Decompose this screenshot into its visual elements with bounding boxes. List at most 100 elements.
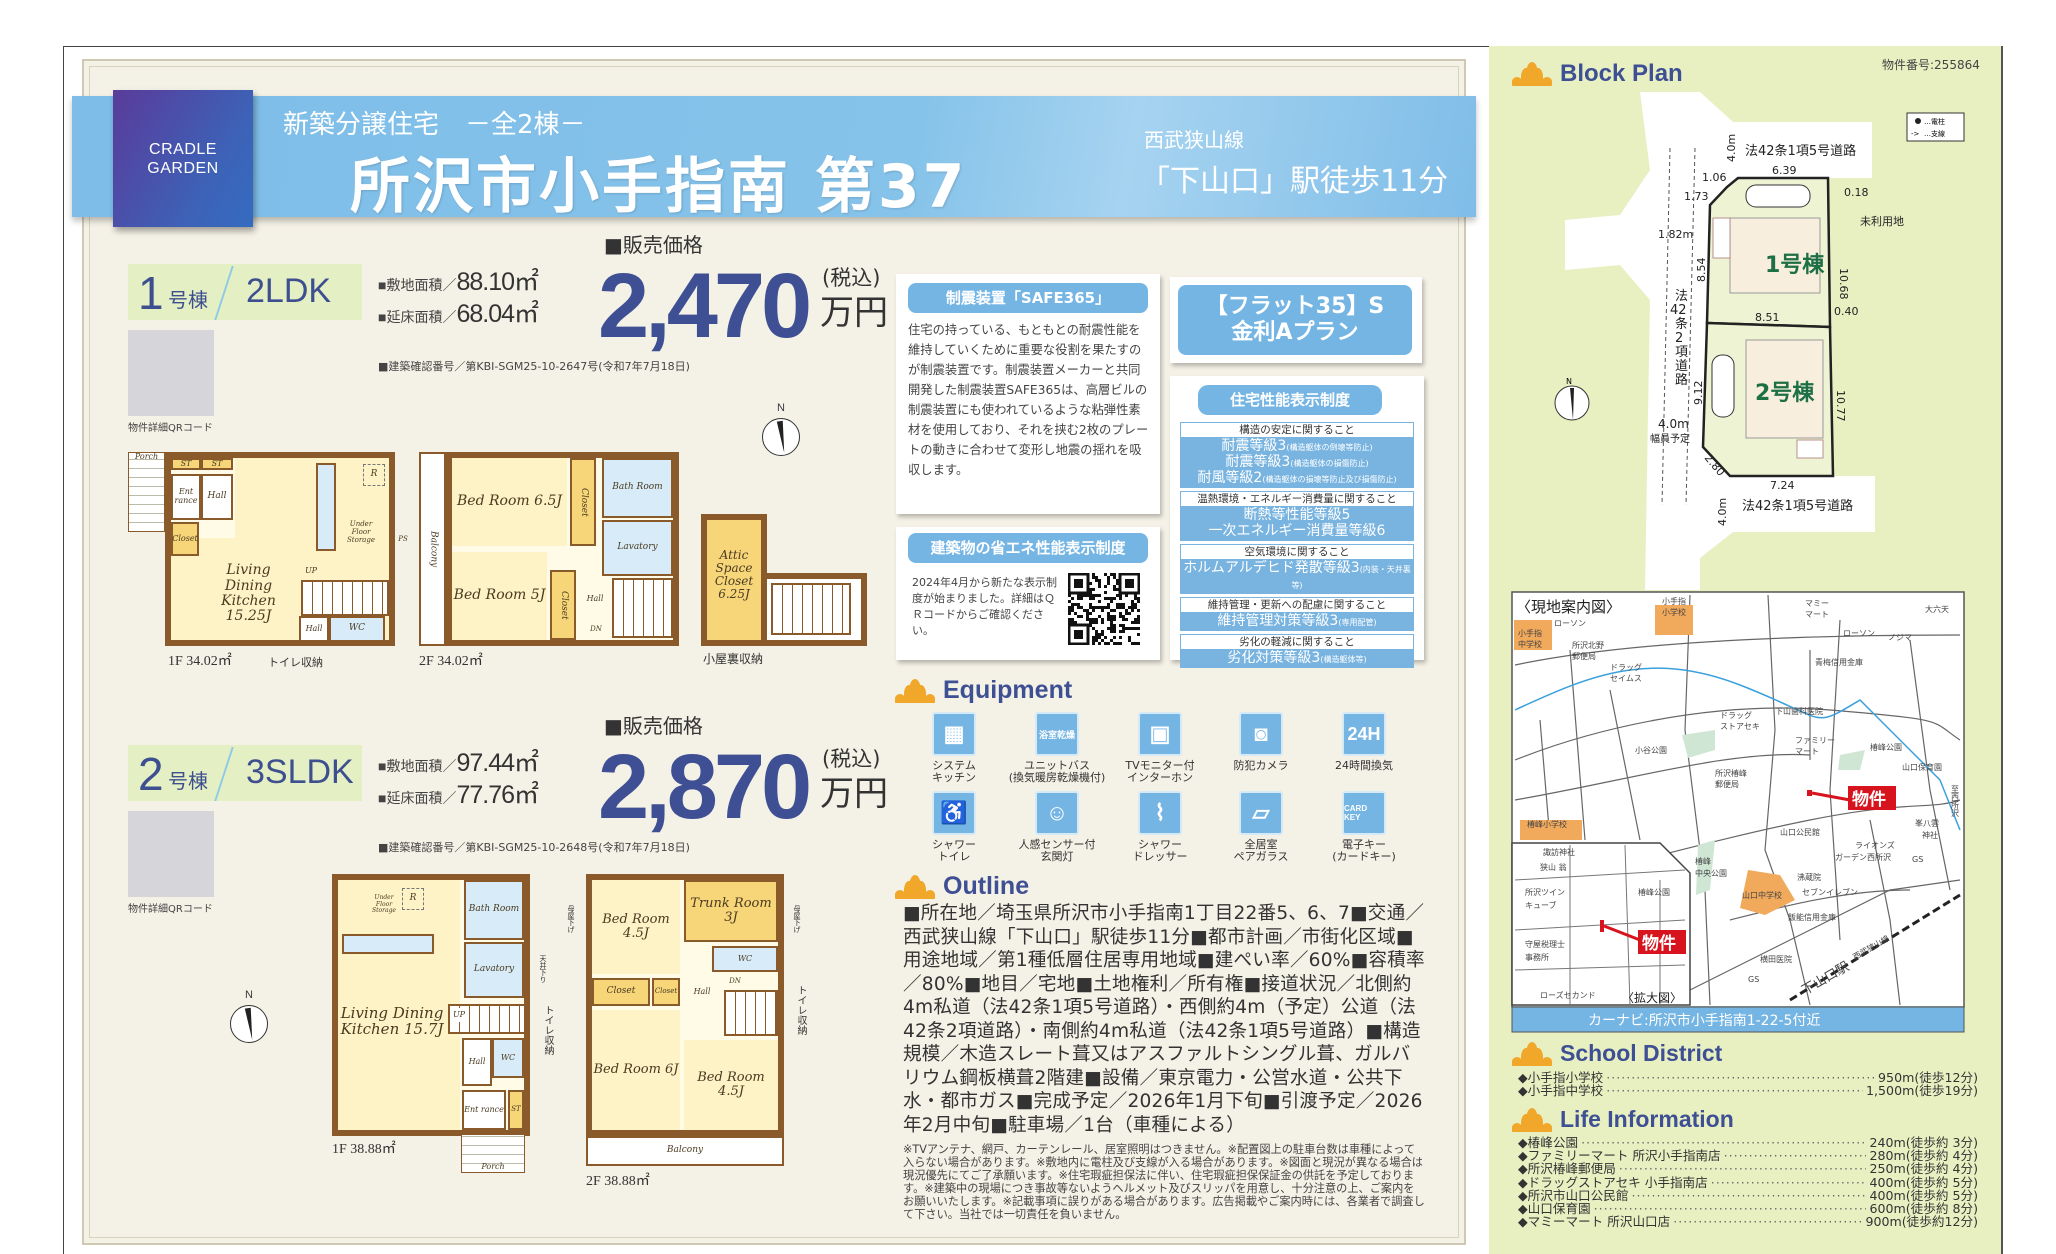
room-bed-3: Bed Room 4.5J (684, 1040, 778, 1130)
qr-code-label: 物件詳細QRコード (128, 904, 213, 915)
outline-notes: ※TVアンテナ、網戸、カーテンレール、居室照明はつきません。※配置図上の駐車台数… (903, 1143, 1425, 1222)
park-marker (1838, 750, 1865, 770)
road-centerline-2 (1685, 147, 1696, 506)
icon-text: 浴室乾燥 (1038, 729, 1075, 740)
equipment-label-line1: 人感センサー付 (1018, 838, 1096, 851)
unit-1-label: 1 号棟 2LDK (128, 264, 362, 320)
train-line: 西武狭山線 (1144, 128, 1244, 152)
room-closet: Closet (171, 522, 199, 556)
perf-note: (構造躯体の倒壊等防止) (1286, 443, 1373, 452)
cradle-garden-logo: CRADLE GARDEN (113, 90, 253, 227)
map-label: GS (1912, 855, 1923, 864)
map-label: マミー (1805, 599, 1829, 608)
equipment-label: TVモニター付 インターホン (1110, 760, 1210, 784)
map-road (1829, 619, 1841, 941)
unit1-2f-label: 2F 34.02㎡ (419, 654, 483, 669)
leader-dots (1606, 1071, 1875, 1084)
qr-code-label: 物件詳細QRコード (128, 423, 213, 434)
map-label: キューブ (1525, 900, 1557, 910)
toilet-storage-label: トイレ収納 (268, 657, 323, 669)
stairs-2f (612, 578, 673, 638)
equipment-label-line2: (換気暖房乾燥機付) (1008, 771, 1106, 784)
flat35-badge: 【フラット35】S 金利Aプラン (1178, 285, 1412, 355)
map-label: ファミリー (1795, 736, 1835, 745)
performance-table: 構造の安定に関すること 耐震等級3(構造躯体の倒壊等防止) 耐震等級3(構造躯体の損… (1180, 422, 1414, 671)
map-label: 横田医院 (1760, 954, 1792, 964)
west-road-char: 条 (1675, 316, 1688, 332)
car-icon (1745, 184, 1811, 208)
map-label: 椿峰小学校 (1527, 819, 1567, 829)
map-label: 小学校 (1662, 607, 1686, 617)
perf-item: 断熱等性能等級5 (1180, 508, 1414, 524)
property-qr-code[interactable] (128, 811, 214, 897)
map-road (1569, 649, 1586, 841)
property-qr-code[interactable] (128, 330, 214, 416)
map-label: 事務所 (1525, 952, 1549, 962)
equipment-label-line1: 電子キー (1342, 838, 1386, 851)
intercom-icon: ▣ (1138, 712, 1182, 756)
perf-grade: 断熱等性能等級5 (1243, 507, 1351, 523)
floor-area-row: ■延床面積／77.76㎡ (378, 781, 539, 809)
lotus-icon (1512, 62, 1552, 86)
room-hall: Hall (201, 474, 233, 520)
dim-west-width: 4.0m (1658, 417, 1689, 431)
leader-dots (1619, 1162, 1867, 1175)
price-unit: 万円 (820, 293, 888, 333)
toilet-icon: ♿ (932, 791, 976, 835)
flat35-line1: 【フラット35】S (1205, 294, 1385, 319)
room-ldk (338, 880, 460, 1130)
energy-qr-code[interactable] (1068, 573, 1140, 645)
room-wc: WC (329, 616, 385, 642)
list-item: ◆所沢椿峰郵便局 250m(徒歩約 4分) (1518, 1162, 1978, 1175)
perf-grade: 耐震等級3 (1221, 438, 1287, 454)
frame-top-line (63, 46, 2003, 47)
divider-slash (214, 266, 234, 320)
equipment-label-line1: 全居室 (1244, 838, 1278, 851)
unit2-2f-plan: Bed Room 4.5J Trunk Room 3J WC Closet Cl… (586, 874, 784, 1136)
label-up: UP (450, 1008, 468, 1022)
inset-title: 〈拡大図〉 (1622, 991, 1682, 1005)
security-camera-icon: ◙ (1239, 712, 1283, 756)
map-label: 青梅信用金庫 (1815, 657, 1863, 667)
place-distance: 600m(徒歩約 8分) (1869, 1201, 1978, 1217)
dimension-labels: 4.0m 6.39 1.06 1.73 0.18 1.82m 8.54 10.6… (1658, 134, 1869, 526)
life-info-list: ◆椿峰公園 240m(徒歩約 3分) ◆ファミリーマート 所沢小手指南店 280m(徒… (1518, 1136, 1978, 1229)
station-access: 「下山口」駅徒歩11分 (1140, 164, 1449, 199)
room-closet-2: Closet (652, 978, 680, 1006)
dim-south-width: 4.0m (1716, 498, 1729, 526)
school-district-list: ◆小手指小学校 950m(徒歩12分) ◆小手指中学校 1,500m(徒歩19分) (1518, 1070, 1978, 1098)
land-area-label: ■敷地面積 (378, 277, 443, 293)
house-unit2 (1745, 339, 1824, 439)
outline-text: ■所在地／埼玉県所沢市小手指南1丁目22番5、6、7■交通／西武狭山線「下山口」… (903, 903, 1425, 1136)
utility-pole-icon (1915, 118, 1921, 124)
room-porch: Porch (128, 452, 165, 532)
ventilation-24h-icon: 24H (1342, 712, 1386, 756)
room-bed-2: Bed Room 6J (592, 1010, 680, 1130)
unit1-2f-plan: Bed Room 6.5J Closet Bath Room Lavatory … (446, 452, 679, 646)
equipment-label-line2: インターホン (1127, 771, 1193, 784)
perf-note: (構造躯体の損壊等防止及び損傷防止) (1262, 475, 1397, 484)
perf-group-values: 劣化対策等級3(構造躯体等) (1180, 650, 1414, 668)
room-trunk: Trunk Room 3J (684, 880, 778, 942)
perf-item: 耐震等級3(構造躯体の損傷防止) (1180, 455, 1414, 471)
place-distance: 950m(徒歩12分) (1878, 1070, 1978, 1085)
room-lavatory: Lavatory (464, 942, 524, 998)
room-wc-2f: WC (712, 946, 778, 972)
map-label: セブンイレブン (1802, 887, 1858, 897)
map-label: GS (1748, 975, 1759, 984)
compass-icon: N (762, 402, 800, 456)
map-label: 下山歯科医院 (1775, 706, 1823, 716)
equipment-label: 24時間換気 (1314, 760, 1414, 772)
floor-area-value: 77.76㎡ (456, 781, 539, 809)
room-lavatory: Lavatory (602, 520, 673, 576)
room-entrance: Ent rance (462, 1090, 506, 1130)
property-number: 物件番号:255864 (1882, 58, 1980, 72)
map-road (1869, 819, 1901, 1006)
life-info-heading: Life Information (1512, 1106, 1734, 1133)
deck-unit1 (1712, 217, 1731, 259)
price-unit: 万円 (820, 774, 888, 814)
card-key-icon: CARD KEY (1342, 791, 1386, 835)
car-icon (1711, 354, 1735, 418)
energy-label-card: 建築物の省エネ性能表示制度 2024年4月から新たな表示制度が始まりました。詳細… (896, 527, 1160, 660)
